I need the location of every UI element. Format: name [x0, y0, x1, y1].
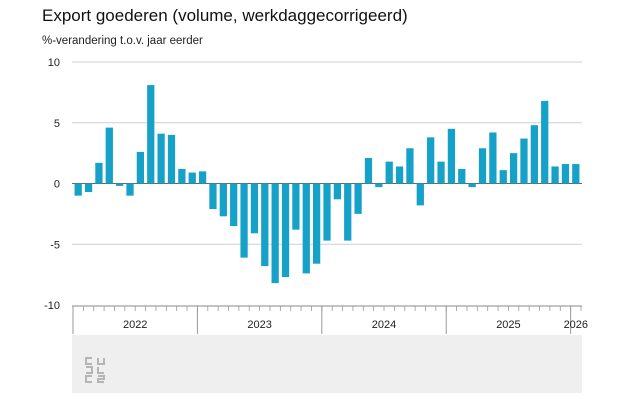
- bar-2025-09: [530, 125, 538, 184]
- bar-2023-07: [261, 183, 269, 267]
- bar-2022-10: [167, 134, 176, 184]
- bar-2022-12: [188, 172, 196, 184]
- bar-2022-06: [126, 183, 134, 196]
- bar-2022-05: [116, 183, 124, 186]
- bar-2023-02: [209, 183, 217, 210]
- bar-2023-05: [240, 183, 248, 258]
- bar-2024-04: [354, 183, 362, 214]
- cbs-logo-icon: [85, 357, 105, 383]
- bar-2025-06: [499, 170, 507, 184]
- y-tick-label: 10: [48, 57, 60, 69]
- bar-2025-05: [489, 132, 497, 184]
- bar-2024-03: [344, 183, 352, 241]
- bar-2023-09: [281, 183, 290, 278]
- bar-2025-08: [520, 138, 528, 184]
- bar-2025-10: [541, 100, 549, 184]
- bar-2024-10: [416, 183, 424, 206]
- bar-2022-08: [147, 85, 155, 184]
- bar-2024-09: [406, 148, 414, 184]
- x-year-label: 2025: [496, 319, 520, 331]
- bar-2022-04: [105, 127, 113, 184]
- bar-2024-05: [364, 157, 373, 184]
- x-year-label: 2024: [372, 319, 396, 331]
- bar-2022-02: [84, 183, 93, 192]
- bar-2023-03: [219, 183, 227, 217]
- bar-2023-11: [302, 183, 310, 274]
- bar-2023-06: [250, 183, 259, 234]
- y-axis-label: %-verandering t.o.v. jaar eerder: [42, 35, 203, 47]
- footer-band: [72, 335, 582, 393]
- bar-2023-12: [313, 183, 321, 264]
- x-year-label: 2026: [564, 319, 588, 331]
- y-tick-label: 0: [54, 179, 60, 191]
- bar-2023-01: [198, 171, 207, 184]
- bar-2024-07: [385, 161, 393, 184]
- x-year-label: 2022: [123, 319, 147, 331]
- bar-2024-01: [323, 183, 331, 241]
- bar-2022-09: [157, 133, 165, 184]
- y-tick-label: -5: [50, 239, 60, 251]
- y-tick-label: 5: [54, 118, 60, 130]
- bar-2026-01: [572, 164, 580, 184]
- bar-2025-04: [478, 148, 487, 184]
- x-year-label: 2023: [247, 319, 271, 331]
- bar-2025-01: [447, 128, 456, 184]
- bar-2022-03: [95, 162, 103, 184]
- bar-2025-12: [561, 164, 570, 184]
- chart-title: Export goederen (volume, werkdaggecorrig…: [42, 6, 408, 25]
- bar-2022-11: [178, 168, 186, 184]
- bar-2022-01: [74, 183, 82, 196]
- bar-2023-04: [230, 183, 238, 227]
- bar-2025-03: [468, 183, 476, 188]
- bar-2024-11: [427, 137, 435, 184]
- bar-2024-06: [375, 183, 383, 188]
- bar-2024-08: [395, 166, 404, 184]
- bar-2025-07: [509, 153, 518, 184]
- bar-2025-11: [551, 166, 559, 184]
- bar-2024-12: [437, 161, 445, 184]
- bar-2025-02: [458, 168, 466, 184]
- y-tick-label: -10: [44, 300, 60, 312]
- bar-2023-10: [292, 183, 300, 230]
- bar-2023-08: [271, 183, 279, 284]
- bar-2024-02: [333, 183, 341, 200]
- bar-2022-07: [136, 151, 145, 184]
